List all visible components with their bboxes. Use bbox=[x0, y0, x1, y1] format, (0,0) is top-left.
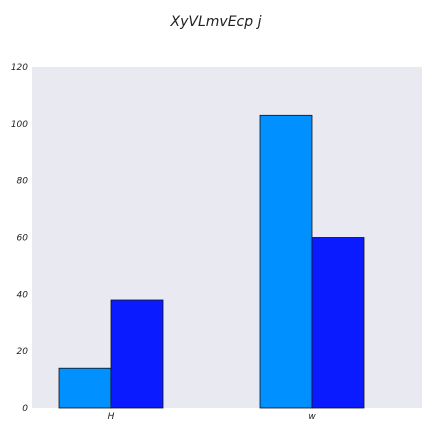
bar bbox=[110, 299, 164, 409]
y-tick-label: 80 bbox=[17, 177, 29, 187]
bar bbox=[58, 367, 112, 409]
y-tick-label: 60 bbox=[17, 234, 29, 244]
x-tick-label: w bbox=[308, 412, 316, 422]
y-tick-label: 20 bbox=[17, 347, 29, 357]
y-tick-label: 120 bbox=[11, 63, 28, 73]
chart-title: XyVLmvEcp j bbox=[170, 14, 262, 30]
x-tick-label: H bbox=[108, 412, 115, 422]
bars bbox=[58, 114, 365, 409]
y-tick-label: 0 bbox=[22, 404, 28, 414]
y-tick-label: 100 bbox=[11, 120, 28, 130]
bar bbox=[259, 114, 313, 409]
y-axis: 0 20 40 60 80 100 120 bbox=[11, 63, 28, 414]
bar bbox=[311, 237, 365, 409]
y-tick-label: 40 bbox=[17, 290, 29, 300]
